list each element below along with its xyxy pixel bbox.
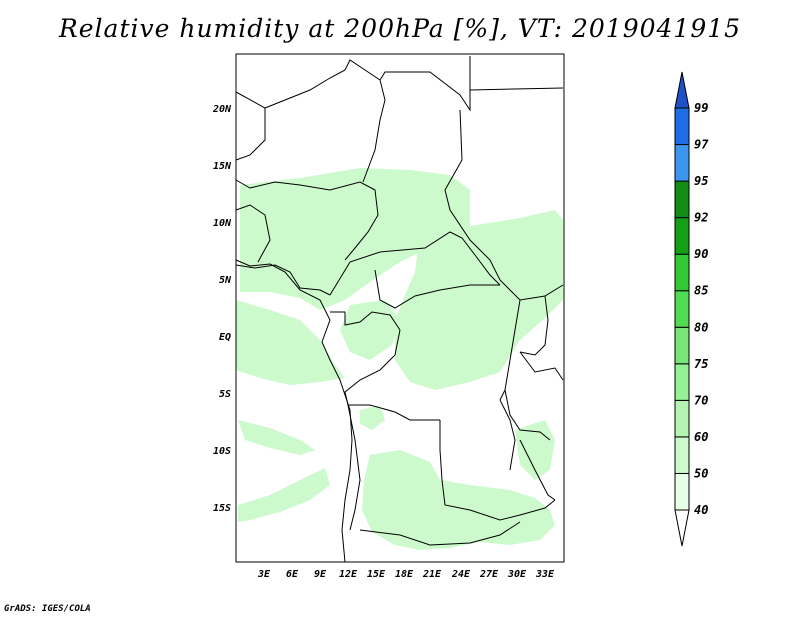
lon-label: 33E [535,569,555,580]
lat-label: 5N [219,275,232,286]
map-title: Relative humidity at 200hPa [%], VT: 201… [58,14,742,43]
colorbar-segment [674,253,690,292]
lon-label: 6E [286,569,299,580]
colorbar-segment [674,326,690,365]
colorbar-segment [674,399,690,438]
lat-label: 20N [212,104,232,115]
lon-label: 3E [257,569,271,580]
colorbar-label: 99 [694,101,708,115]
colorbar-label: 40 [694,503,708,517]
lon-label: 27E [479,569,499,580]
colorbar-label: 97 [694,138,709,152]
lon-label: 9E [314,569,327,580]
lon-label: 24E [451,569,471,580]
humidity-fill-areas [236,168,563,550]
colorbar-label: 70 [694,393,708,407]
colorbar-segment [674,180,690,219]
colorbar-segment [674,363,690,401]
lon-label: 21E [422,569,442,580]
colorbar-label: 60 [694,430,708,444]
colorbar-segment [674,144,690,182]
longitude-labels: 3E 6E 9E 12E 15E 18E 21E 24E 27E 30E 33E [257,569,555,580]
colorbar-label: 50 [694,466,708,480]
map-frame [235,53,565,563]
lat-label: 10N [213,218,232,229]
colorbar-segment [674,472,690,511]
colorbar-segment [674,290,690,328]
lon-label: 15E [367,569,386,580]
coastline [235,259,353,563]
lat-label: 5S [219,389,231,400]
colorbar: 40 50 60 70 75 80 85 90 92 95 97 99 [674,71,709,547]
latitude-labels: 20N 15N 10N 5N EQ 5S 10S 15S [212,104,232,514]
colorbar-segment [674,107,690,146]
lat-label: 15N [213,161,232,172]
colorbar-segment [674,436,690,474]
colorbar-label: 92 [694,211,708,225]
colorbar-over-triangle [674,71,690,109]
colorbar-segment [674,217,690,255]
lat-label: EQ [219,332,231,343]
grads-credit: GrADS: IGES/COLA [4,604,91,614]
colorbar-label: 90 [694,247,708,261]
colorbar-label: 95 [694,174,708,188]
colorbar-under-triangle [674,509,690,547]
lat-label: 10S [213,446,231,457]
lat-label: 15S [213,503,231,514]
colorbar-label: 85 [694,284,708,298]
lon-label: 12E [339,569,358,580]
colorbar-label: 80 [694,320,708,334]
colorbar-label: 75 [694,357,708,371]
lon-label: 30E [507,569,527,580]
lon-label: 18E [395,569,414,580]
